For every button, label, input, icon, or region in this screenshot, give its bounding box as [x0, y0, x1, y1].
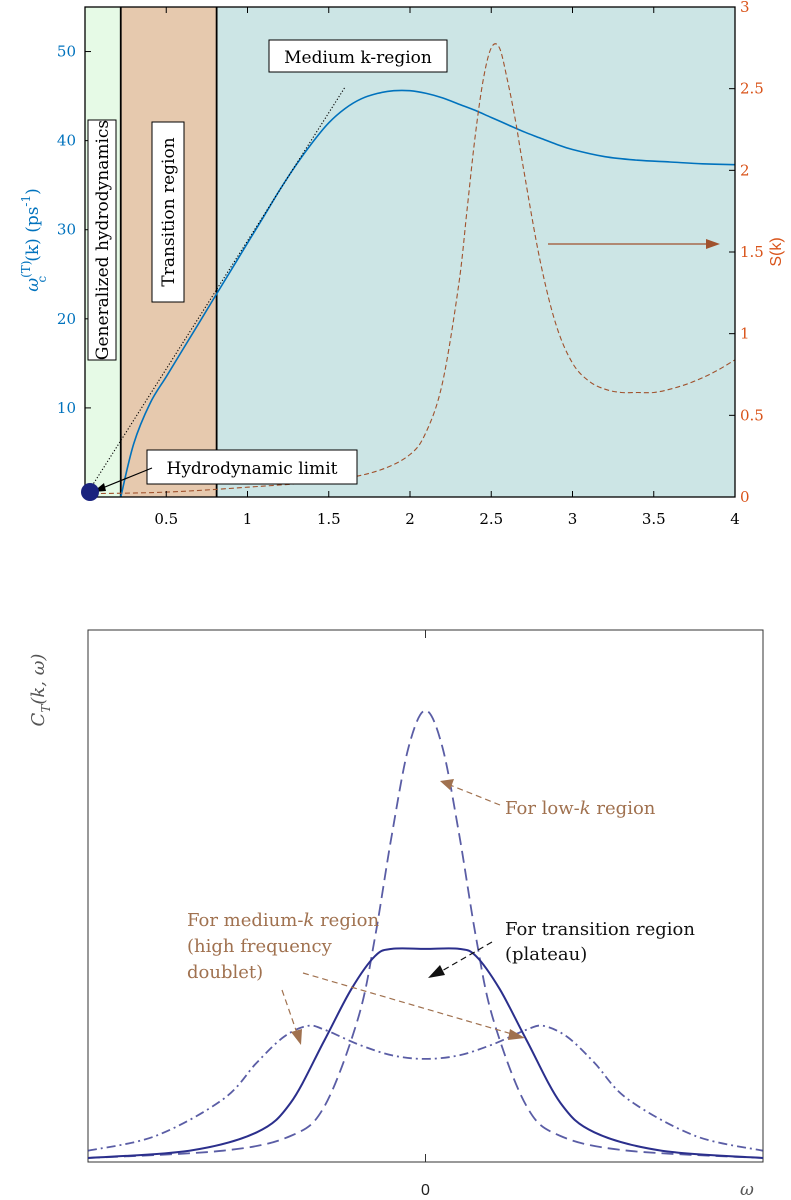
top-series-dashed-line — [84, 43, 736, 495]
bottom-y-label: CT(k, ω) — [28, 654, 53, 727]
top-y-right-tick-label: 0 — [740, 488, 750, 506]
top-x-tick-label: 1.5 — [317, 510, 341, 528]
bottom-medium-k-curve — [87, 1024, 764, 1152]
top-y-left-ticks: 10 20 30 40 50 — [57, 43, 91, 417]
transition-arrow — [428, 941, 493, 978]
low-k-annotation: For low-k region — [505, 798, 656, 819]
top-y-right-tick-label: 0.5 — [740, 406, 764, 424]
medium-k-annotation-line2: (high frequency — [187, 936, 333, 957]
hydrodynamic-limit-text: Hydrodynamic limit — [167, 459, 338, 479]
top-x-tick-label: 2 — [405, 510, 415, 528]
generalized-hydrodynamics-label: Generalized hydrodynamics — [87, 119, 117, 361]
hydro-limit-dot — [81, 483, 99, 501]
top-series-dotted-line — [84, 86, 346, 498]
bottom-chart: 0 CT(k, ω) ω For low-k region For transi… — [28, 629, 764, 1200]
top-y-right-tick-label: 2.5 — [740, 80, 764, 98]
region-borders — [119, 7, 218, 497]
medium-k-annotation-line3: doublet) — [187, 962, 263, 983]
top-y-right-tick-label: 1 — [740, 325, 750, 343]
transition-region-text: Transition region — [159, 137, 179, 286]
bottom-x-tick-label: 0 — [421, 1182, 430, 1199]
top-y-left-tick-label: 40 — [57, 132, 76, 150]
top-y-left-tick-label: 20 — [57, 310, 76, 328]
medium-k-arrow-right — [302, 972, 525, 1040]
generalized-hydrodynamics-text: Generalized hydrodynamics — [93, 120, 113, 360]
top-y-left-tick-label: 10 — [57, 399, 76, 417]
top-y-left-tick-label: 50 — [57, 43, 76, 61]
top-x-ticks: 0.5 1 1.5 2 2.5 3 3.5 4 — [154, 7, 740, 528]
top-x-tick-label: 0.5 — [154, 510, 178, 528]
low-k-arrow — [440, 779, 501, 806]
top-y-right-ticks: 0 0.5 1 1.5 2 2.5 3 — [729, 0, 764, 506]
transition-region-label: Transition region — [151, 121, 185, 303]
medium-k-region-text: Medium k-region — [284, 48, 432, 68]
top-chart: 0.5 1 1.5 2 2.5 3 3.5 4 10 20 30 40 50 0 0.5 1 1.5 2 2.5… — [19, 0, 785, 528]
top-y-left-label: ω(T)c(k) (ps-1) — [19, 188, 49, 292]
top-y-right-tick-label: 3 — [740, 0, 750, 16]
medium-k-annotation-line1: For medium-k region — [187, 910, 379, 931]
top-y-left-tick-label: 30 — [57, 221, 76, 239]
s-axis-arrow — [548, 239, 720, 249]
top-y-right-label: S(k) — [768, 237, 785, 266]
top-series-group — [84, 43, 736, 498]
region-2 — [216, 7, 735, 497]
top-x-tick-label: 2.5 — [479, 510, 503, 528]
top-x-tick-label: 3.5 — [642, 510, 666, 528]
hydrodynamic-limit-label: Hydrodynamic limit — [146, 449, 358, 485]
top-x-tick-label: 4 — [730, 510, 740, 528]
top-y-right-tick-label: 1.5 — [740, 243, 764, 261]
top-x-tick-label: 1 — [243, 510, 253, 528]
transition-annotation-line1: For transition region — [505, 919, 695, 940]
medium-k-arrow-left — [281, 989, 302, 1045]
top-y-right-tick-label: 2 — [740, 161, 750, 179]
transition-annotation-line2: (plateau) — [505, 944, 587, 965]
bottom-plot-frame — [87, 629, 764, 1163]
bottom-series-group — [87, 709, 764, 1159]
bottom-x-label: ω — [740, 1180, 754, 1200]
bottom-x-ticks: 0 — [421, 1154, 430, 1199]
medium-k-region-label: Medium k-region — [268, 39, 448, 73]
top-series-solid-line — [120, 89, 736, 498]
bottom-transition-curve — [87, 947, 764, 1159]
top-x-tick-label: 3 — [568, 510, 578, 528]
